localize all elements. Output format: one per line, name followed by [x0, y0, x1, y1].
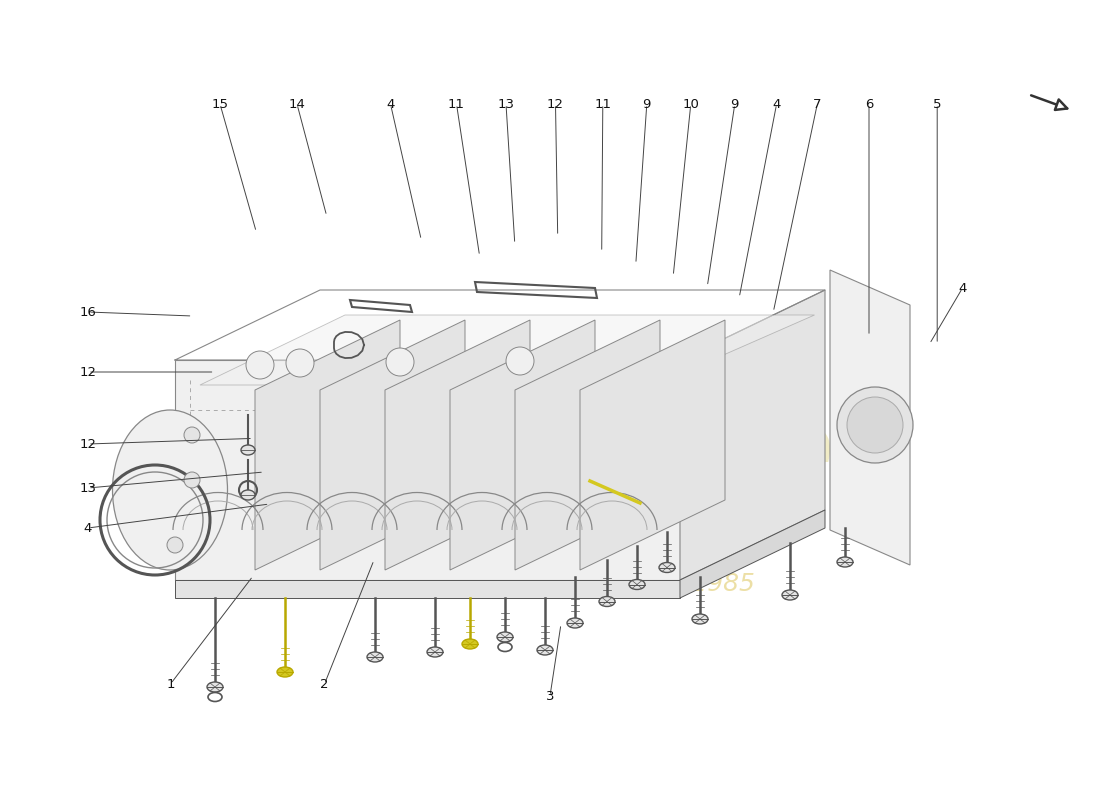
Text: 1: 1: [166, 678, 175, 690]
Ellipse shape: [537, 645, 553, 655]
Polygon shape: [175, 360, 680, 580]
Circle shape: [386, 348, 414, 376]
Polygon shape: [320, 320, 465, 570]
Text: 4: 4: [84, 522, 92, 534]
Text: 6: 6: [865, 98, 873, 110]
Ellipse shape: [629, 579, 645, 590]
Circle shape: [184, 472, 200, 488]
Text: 5: 5: [933, 98, 942, 110]
Polygon shape: [450, 320, 595, 570]
Text: 12: 12: [547, 98, 564, 110]
Polygon shape: [255, 320, 400, 570]
Ellipse shape: [659, 562, 675, 573]
Ellipse shape: [207, 682, 223, 692]
Ellipse shape: [277, 667, 293, 677]
Circle shape: [847, 397, 903, 453]
Text: 14: 14: [288, 98, 306, 110]
Text: 12: 12: [79, 366, 97, 378]
Circle shape: [167, 537, 183, 553]
Polygon shape: [385, 320, 530, 570]
Text: 11: 11: [448, 98, 465, 110]
Text: 3: 3: [546, 690, 554, 702]
Text: 13: 13: [79, 482, 97, 494]
Text: 7: 7: [813, 98, 822, 110]
Polygon shape: [175, 580, 680, 598]
Text: 9: 9: [730, 98, 739, 110]
Ellipse shape: [692, 614, 708, 624]
Text: 4: 4: [386, 98, 395, 110]
Ellipse shape: [600, 597, 615, 606]
Polygon shape: [580, 320, 725, 570]
Polygon shape: [680, 510, 825, 598]
Ellipse shape: [241, 445, 255, 455]
Circle shape: [506, 347, 534, 375]
Text: 11: 11: [594, 98, 612, 110]
Text: 13: 13: [497, 98, 515, 110]
Ellipse shape: [241, 490, 255, 500]
Ellipse shape: [566, 618, 583, 628]
Ellipse shape: [497, 632, 513, 642]
Circle shape: [246, 351, 274, 379]
Polygon shape: [515, 320, 660, 570]
Ellipse shape: [367, 652, 383, 662]
Ellipse shape: [782, 590, 797, 600]
Ellipse shape: [462, 639, 478, 649]
Text: eurospares: eurospares: [199, 402, 901, 510]
Ellipse shape: [427, 647, 443, 657]
Polygon shape: [830, 270, 910, 565]
Text: 2: 2: [320, 678, 329, 690]
Text: 15: 15: [211, 98, 229, 110]
Circle shape: [184, 427, 200, 443]
Text: 4: 4: [772, 98, 781, 110]
Circle shape: [837, 387, 913, 463]
Polygon shape: [200, 315, 814, 385]
Text: 9: 9: [642, 98, 651, 110]
Ellipse shape: [837, 557, 852, 567]
Polygon shape: [680, 290, 825, 580]
Ellipse shape: [112, 410, 228, 570]
Text: 12: 12: [79, 438, 97, 450]
Text: 4: 4: [958, 282, 967, 294]
Text: 16: 16: [79, 306, 97, 318]
Circle shape: [286, 349, 313, 377]
Text: a passion for cars since 1985: a passion for cars since 1985: [389, 572, 755, 596]
Text: 10: 10: [682, 98, 700, 110]
